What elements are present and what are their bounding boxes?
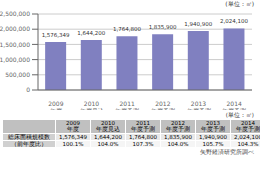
html-text:1,835,900: 1,835,900 xyxy=(164,133,192,140)
svg-text:1,500,000: 1,500,000 xyxy=(8,41,30,48)
html-text:104.3%: 104.3% xyxy=(237,140,259,147)
svg-text:1,764,800: 1,764,800 xyxy=(113,26,141,32)
html-text:2010 年度見込: 2010 年度見込 xyxy=(96,120,120,133)
svg-text:1,644,200: 1,644,200 xyxy=(77,30,105,36)
html-text:1,940,900: 1,940,900 xyxy=(199,133,227,140)
html-text:2012 年度予測: 2012 年度予測 xyxy=(166,120,190,133)
html-text:(単位：㎡): (単位：㎡) xyxy=(225,112,254,118)
html-text:1,644,200: 1,644,200 xyxy=(94,133,122,140)
html-text:総床面積規模数: 総床面積規模数 xyxy=(8,133,50,140)
html-text:2009 年度: 2009 年度 xyxy=(66,120,80,133)
svg-text:2,000,000: 2,000,000 xyxy=(8,25,30,32)
html-text:1,576,349: 1,576,349 xyxy=(59,133,87,140)
svg-text:2,500,000: 2,500,000 xyxy=(8,10,30,17)
svg-text:2013年度予測: 2013年度予測 xyxy=(187,100,211,110)
html-text:104.0%: 104.0% xyxy=(97,140,119,147)
html-text:100.1%: 100.1% xyxy=(62,140,84,147)
svg-text:1,940,900: 1,940,900 xyxy=(184,21,212,27)
svg-text:2012年度予測: 2012年度予測 xyxy=(151,100,175,110)
svg-text:1,835,900: 1,835,900 xyxy=(149,24,177,30)
svg-text:2011年度予測: 2011年度予測 xyxy=(115,100,139,110)
html-text:1,764,800: 1,764,800 xyxy=(129,133,157,140)
html-text:107.3%: 107.3% xyxy=(132,140,154,147)
html-text:（前年度比）: （前年度比） xyxy=(11,140,47,147)
svg-text:1,000,000: 1,000,000 xyxy=(8,56,30,63)
html-text:(単位：㎡): (単位：㎡) xyxy=(225,0,254,7)
html-text:矢野経済研究所調べ: 矢野経済研究所調べ xyxy=(200,149,254,156)
svg-text:2010年度見込: 2010年度見込 xyxy=(80,100,104,110)
svg-text:0: 0 xyxy=(26,86,30,93)
svg-text:2,024,100: 2,024,100 xyxy=(220,18,248,24)
html-text:2011 年度予測: 2011 年度予測 xyxy=(131,120,155,133)
html-text:2014 年度予測: 2014 年度予測 xyxy=(236,120,260,133)
html-text:2013 年度予測: 2013 年度予測 xyxy=(201,120,225,133)
svg-text:1,576,349: 1,576,349 xyxy=(42,32,70,38)
svg-text:2014年度予測: 2014年度予測 xyxy=(222,100,246,110)
svg-text:2009年度: 2009年度 xyxy=(48,100,63,110)
html-text:104.0%: 104.0% xyxy=(167,140,189,147)
svg-text:500,000: 500,000 xyxy=(8,71,30,78)
html-text:105.7%: 105.7% xyxy=(202,140,224,147)
